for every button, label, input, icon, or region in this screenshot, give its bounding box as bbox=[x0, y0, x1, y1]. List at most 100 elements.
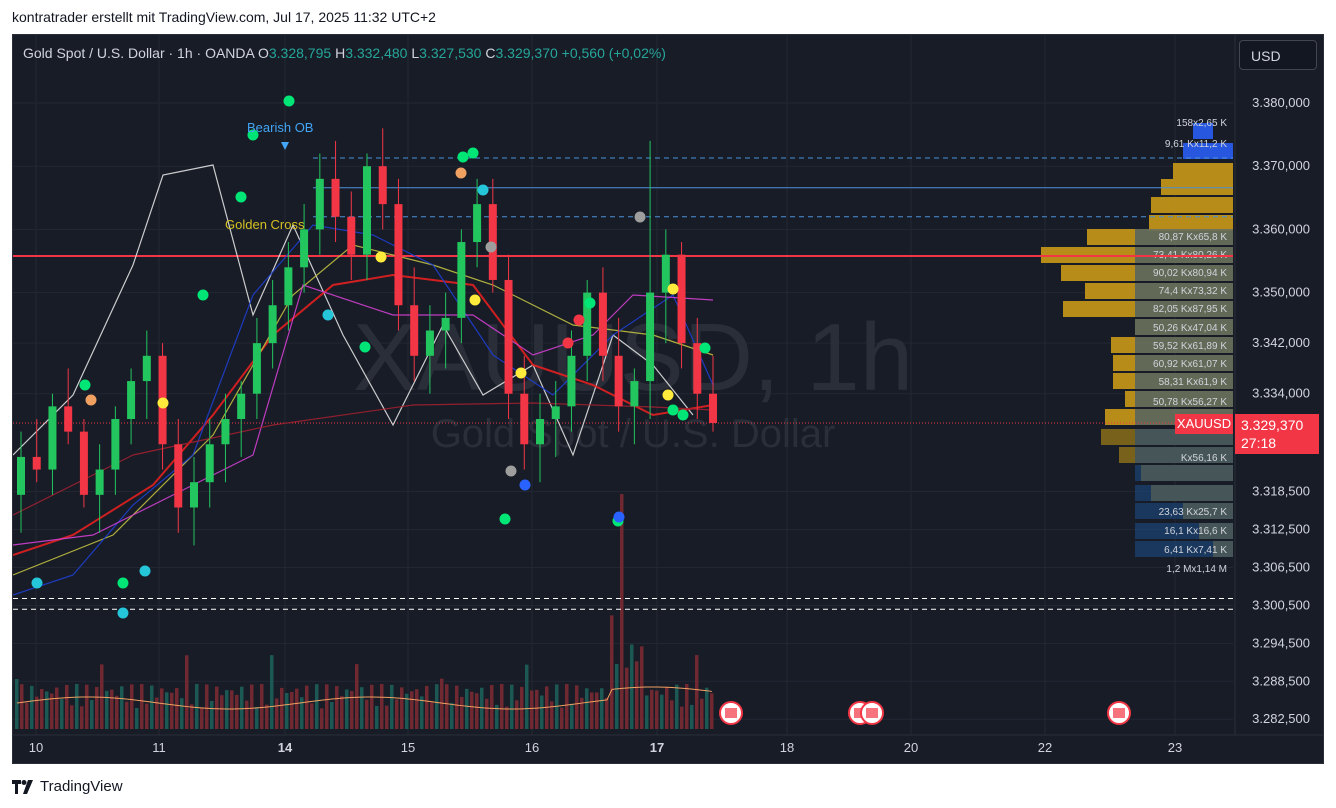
volume-profile-bar-buy bbox=[1135, 337, 1233, 353]
volume-profile-bar bbox=[1183, 143, 1233, 159]
volume-bar bbox=[80, 706, 84, 729]
volume-bar bbox=[580, 697, 584, 729]
volume-bar bbox=[75, 684, 79, 729]
candle-body bbox=[95, 469, 104, 495]
signal-marker bbox=[117, 607, 129, 619]
volume-bar bbox=[505, 706, 509, 729]
x-tick-label: 15 bbox=[401, 740, 415, 755]
candle-body bbox=[646, 292, 655, 382]
volume-bar bbox=[615, 663, 619, 729]
volume-bar bbox=[145, 703, 149, 729]
candle-body bbox=[567, 355, 576, 407]
y-tick-label: 3.334,000 bbox=[1252, 386, 1310, 401]
volume-profile-label: 74,4 Kx73,32 K bbox=[1159, 286, 1228, 297]
candle-body bbox=[48, 406, 57, 470]
footer-brand[interactable]: TradingView bbox=[12, 778, 123, 795]
bearish-ob-arrow-icon bbox=[281, 142, 289, 150]
volume-bar bbox=[435, 684, 439, 729]
volume-bar bbox=[305, 685, 309, 729]
volume-bar bbox=[420, 696, 424, 729]
volume-bar bbox=[120, 686, 124, 729]
volume-ma-line bbox=[16, 686, 713, 710]
volume-bar bbox=[345, 689, 349, 729]
volume-bar bbox=[355, 664, 359, 729]
volume-bar bbox=[585, 688, 589, 729]
volume-profile-bar-buy bbox=[1135, 503, 1233, 519]
chart-frame[interactable]: XAUUSD, 1h Gold Spot / U.S. Dollar 158x2,6… bbox=[12, 34, 1324, 764]
signal-marker bbox=[667, 283, 679, 295]
candle-body bbox=[363, 166, 371, 255]
signal-marker bbox=[247, 129, 259, 141]
signal-marker bbox=[157, 397, 169, 409]
us-event-flag-stripes bbox=[866, 708, 878, 718]
price-axis bbox=[1235, 35, 1323, 763]
symbol-price-tag: XAUUSD bbox=[1175, 414, 1233, 434]
volume-profile-bar bbox=[1193, 123, 1213, 139]
volume-bar bbox=[570, 703, 574, 729]
volume-bar bbox=[215, 686, 219, 729]
volume-profile-label: 82,05 Kx87,95 K bbox=[1153, 304, 1227, 315]
signal-marker bbox=[455, 167, 467, 179]
volume-bar bbox=[510, 684, 514, 729]
volume-bar bbox=[205, 684, 209, 729]
volume-profile-bar bbox=[1173, 163, 1233, 179]
candle-body bbox=[583, 292, 592, 356]
volume-bar bbox=[445, 684, 449, 729]
volume-bar bbox=[225, 690, 229, 729]
signal-marker bbox=[499, 513, 511, 525]
currency-button[interactable]: USD bbox=[1239, 40, 1317, 70]
volume-profile-bar-buy bbox=[1135, 283, 1233, 299]
volume-bar bbox=[275, 698, 279, 729]
volume-bar bbox=[400, 687, 404, 729]
x-tick-label: 16 bbox=[525, 740, 539, 755]
volume-profile-bar-buy bbox=[1135, 319, 1233, 335]
candle-body bbox=[677, 254, 686, 344]
volume-bar bbox=[245, 700, 249, 729]
volume-bar bbox=[125, 701, 129, 729]
high-label: H bbox=[335, 45, 346, 61]
volume-bar bbox=[395, 699, 399, 729]
x-tick-label: 23 bbox=[1168, 740, 1182, 755]
last-price-tag: 3.329,370 27:18 bbox=[1235, 414, 1319, 454]
attribution: kontratrader erstellt mit TradingView.co… bbox=[12, 9, 436, 25]
volume-bar bbox=[440, 678, 444, 729]
indicator-line bbox=[13, 402, 714, 516]
volume-profile-bar-buy bbox=[1135, 391, 1233, 407]
volume-bar bbox=[705, 687, 709, 729]
volume-bar bbox=[710, 693, 714, 729]
volume-bar bbox=[565, 684, 569, 729]
volume-profile-bar-buy bbox=[1135, 301, 1233, 317]
volume-bar bbox=[490, 685, 494, 729]
signal-marker bbox=[375, 251, 387, 263]
volume-bar bbox=[375, 705, 379, 729]
volume-bar bbox=[190, 704, 194, 729]
volume-bar bbox=[260, 684, 264, 729]
candle-body bbox=[64, 406, 73, 432]
volume-bar bbox=[200, 707, 204, 729]
y-tick-label: 3.350,000 bbox=[1252, 285, 1310, 300]
candle-body bbox=[284, 267, 293, 306]
candle-body bbox=[551, 406, 560, 419]
volume-profile-bar-buy bbox=[1135, 447, 1233, 463]
volume-bar bbox=[485, 698, 489, 729]
indicator-line bbox=[13, 244, 714, 576]
volume-bar bbox=[310, 703, 314, 729]
signal-marker bbox=[457, 151, 469, 163]
high-value: 3.332,480 bbox=[345, 45, 408, 61]
volume-profile-label: 90,02 Kx80,94 K bbox=[1153, 268, 1227, 279]
volume-bar bbox=[320, 708, 324, 729]
volume-bar bbox=[535, 689, 539, 729]
volume-profile-label: 80,87 Kx65,8 K bbox=[1159, 232, 1228, 243]
signal-marker bbox=[31, 577, 43, 589]
volume-profile-bar bbox=[1151, 197, 1233, 213]
signal-marker bbox=[117, 577, 129, 589]
symbol-legend: Gold Spot / U.S. Dollar · 1h · OANDA O3.… bbox=[23, 45, 666, 61]
volume-bar bbox=[525, 664, 529, 729]
candle-body bbox=[661, 254, 670, 293]
volume-profile-label: 50,26 Kx47,04 K bbox=[1153, 323, 1227, 334]
volume-bar bbox=[370, 684, 374, 729]
low-value: 3.327,530 bbox=[419, 45, 482, 61]
indicator-line bbox=[13, 224, 714, 596]
volume-bar bbox=[15, 679, 19, 729]
